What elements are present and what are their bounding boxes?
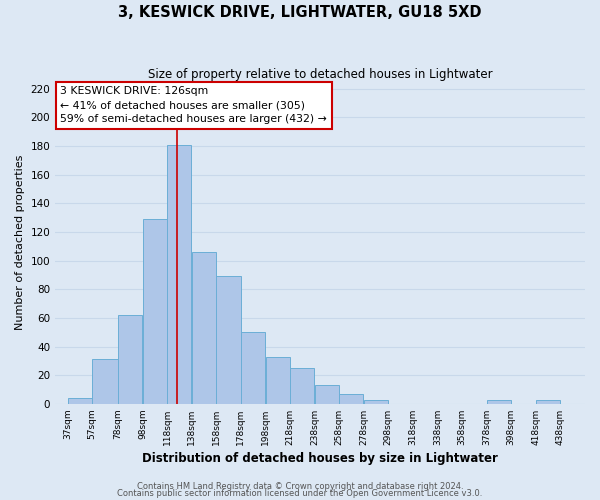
Bar: [217, 276, 241, 404]
Bar: [364, 400, 388, 404]
Y-axis label: Number of detached properties: Number of detached properties: [15, 155, 25, 330]
Bar: [266, 356, 290, 404]
Bar: [68, 398, 92, 404]
Title: Size of property relative to detached houses in Lightwater: Size of property relative to detached ho…: [148, 68, 493, 80]
Bar: [241, 332, 265, 404]
Bar: [487, 400, 511, 404]
Text: Contains public sector information licensed under the Open Government Licence v3: Contains public sector information licen…: [118, 490, 482, 498]
Bar: [340, 394, 364, 404]
Bar: [167, 144, 191, 404]
Text: 3, KESWICK DRIVE, LIGHTWATER, GU18 5XD: 3, KESWICK DRIVE, LIGHTWATER, GU18 5XD: [118, 5, 482, 20]
Bar: [290, 368, 314, 404]
Bar: [192, 252, 216, 404]
Bar: [536, 400, 560, 404]
Text: Contains HM Land Registry data © Crown copyright and database right 2024.: Contains HM Land Registry data © Crown c…: [137, 482, 463, 491]
Bar: [118, 315, 142, 404]
Bar: [92, 360, 118, 404]
Bar: [315, 385, 339, 404]
X-axis label: Distribution of detached houses by size in Lightwater: Distribution of detached houses by size …: [142, 452, 498, 465]
Bar: [143, 219, 167, 404]
Text: 3 KESWICK DRIVE: 126sqm
← 41% of detached houses are smaller (305)
59% of semi-d: 3 KESWICK DRIVE: 126sqm ← 41% of detache…: [61, 86, 327, 124]
